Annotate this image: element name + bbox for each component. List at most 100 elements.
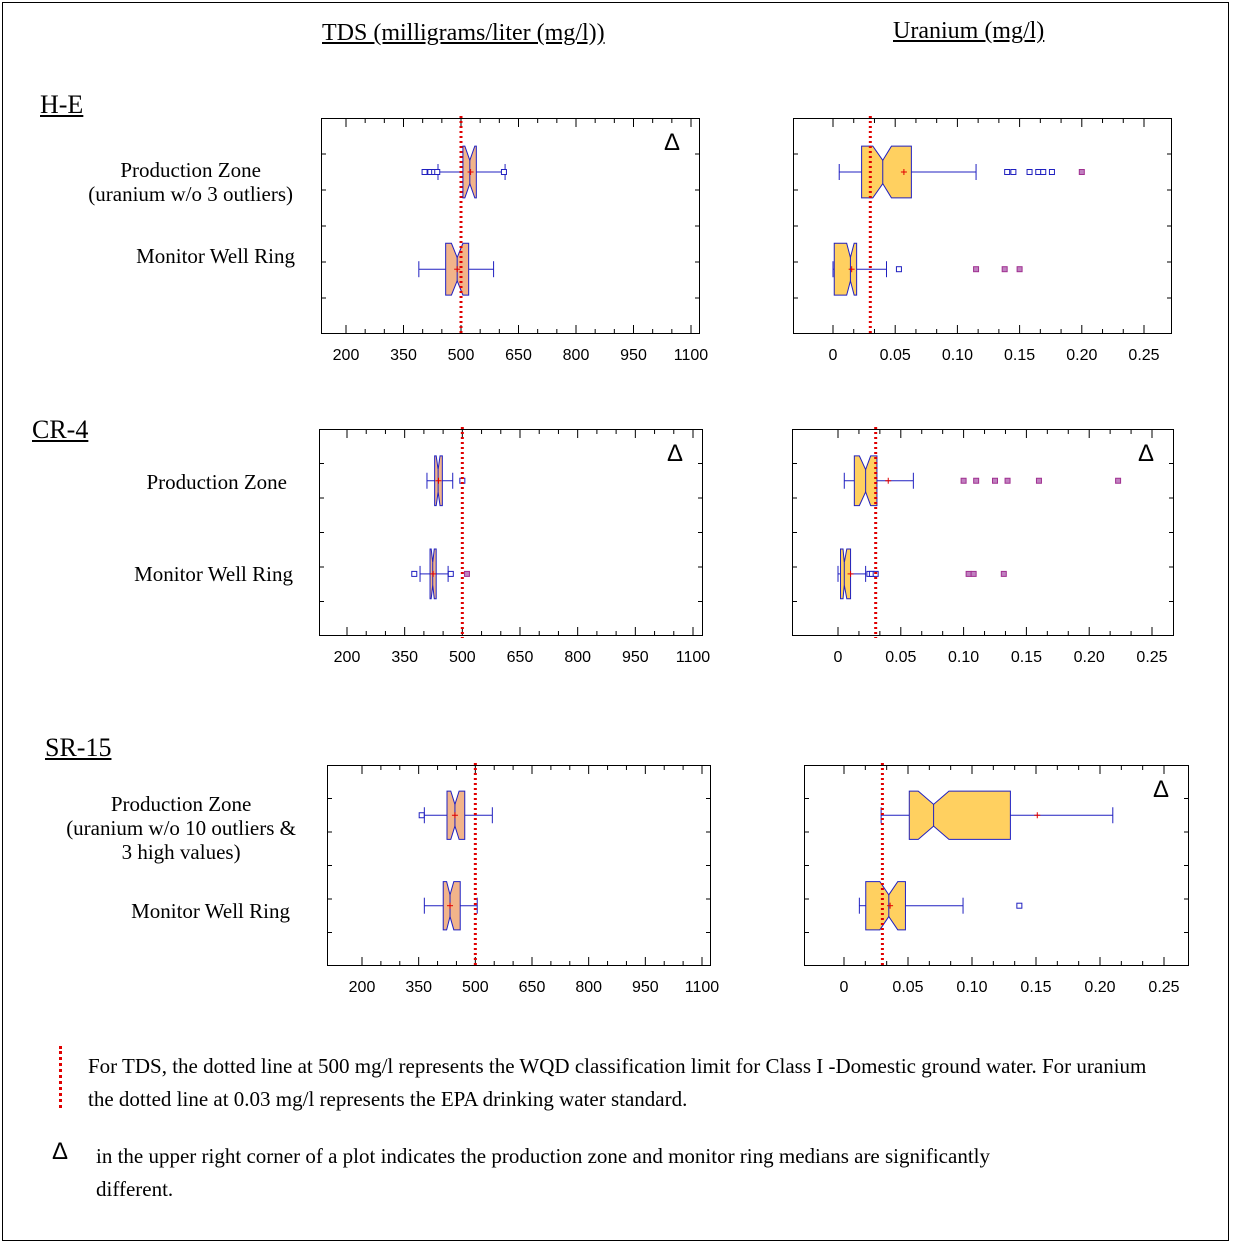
x-tick-label: 0.05 (885, 649, 916, 666)
plot-frame (327, 765, 711, 966)
he-monitor-well-label: Monitor Well Ring (136, 244, 295, 268)
x-tick-label: 0.05 (880, 347, 911, 364)
x-tick-label: 200 (334, 649, 361, 666)
x-tick-label: 0.15 (1011, 649, 1042, 666)
far-outlier-point (1115, 477, 1122, 484)
he-tds-boxplot: 200 350 500 650 800 950 1100 Δ (321, 116, 708, 364)
x-tick-label: 0.25 (1148, 979, 1179, 996)
notched-box (865, 881, 906, 931)
x-tick-label: 0.10 (956, 979, 987, 996)
cr4-uranium-boxplot: 0 0.05 0.10 0.15 0.20 0.25 Δ (792, 427, 1174, 666)
outlier-point (411, 570, 418, 577)
far-outlier-point (992, 477, 998, 484)
x-tick-label: 500 (448, 347, 475, 364)
x-tick-label: 950 (620, 347, 647, 364)
sr15-uranium-boxplot: 0 0.05 0.10 0.15 0.20 0.25 Δ (804, 763, 1189, 996)
outlier-point (1048, 169, 1055, 175)
he-prod-text: Production Zone (uranium w/o 3 outliers) (88, 158, 293, 207)
far-outlier-point (965, 570, 972, 577)
far-outlier-point (973, 477, 980, 484)
cr4-monitor-well-label: Monitor Well Ring (134, 562, 293, 586)
x-tick-label: 500 (462, 979, 489, 996)
x-tick-label: 0.10 (948, 649, 979, 666)
x-tick-label: 0.20 (1084, 979, 1115, 996)
far-outlier-point (973, 266, 980, 273)
x-tick-label: 350 (405, 979, 432, 996)
outlier-point (1016, 902, 1023, 909)
x-tick-label: 0.25 (1136, 649, 1167, 666)
far-outlier-point (1035, 477, 1042, 484)
x-tick-label: 0.10 (942, 347, 973, 364)
x-tick-label: 800 (563, 347, 590, 364)
plot-frame (793, 118, 1172, 334)
x-tick-label: 0.05 (892, 979, 923, 996)
outlier-point (1026, 169, 1033, 175)
outlier-point (1035, 169, 1042, 175)
site-label-cr4: CR-4 (32, 415, 89, 444)
x-tick-label: 1100 (676, 649, 711, 666)
notched-box (840, 548, 852, 600)
significance-delta: Δ (1138, 440, 1154, 467)
site-label-he: H-E (40, 90, 84, 119)
significance-delta: Δ (1153, 776, 1169, 803)
x-tick-label: 0 (834, 649, 843, 666)
sr15-monitor-well-label: Monitor Well Ring (131, 899, 290, 923)
outlier-point (1004, 169, 1011, 175)
x-tick-label: 200 (349, 979, 376, 996)
uranium-column-header: Uranium (mg/l) (893, 18, 1045, 44)
x-tick-label: 1100 (674, 347, 709, 364)
far-outlier-point (1016, 266, 1023, 273)
far-outlier-point (1078, 169, 1085, 175)
far-outlier-point (970, 570, 977, 577)
outlier-point (500, 169, 507, 175)
x-tick-label: 0.15 (1020, 979, 1051, 996)
x-tick-label: 0 (829, 347, 838, 364)
notched-box (833, 242, 858, 296)
outlier-point (1040, 169, 1047, 175)
legend-dotted-line-sample (59, 1046, 62, 1108)
he-uranium-boxplot: 0 0.05 0.10 0.15 0.20 0.25 (793, 116, 1172, 364)
x-tick-label: 350 (390, 347, 417, 364)
cr4-tds-boxplot: 200 350 500 650 800 950 1100 Δ (319, 427, 710, 666)
outlier-point (447, 570, 454, 577)
x-tick-label: 0.15 (1004, 347, 1035, 364)
sr15-production-zone-label: Production Zone (uranium w/o 10 outliers… (66, 792, 296, 864)
outlier-point (421, 169, 428, 175)
plot-frame (792, 429, 1174, 636)
x-tick-label: 800 (575, 979, 602, 996)
outlier-point (1010, 169, 1017, 175)
far-outlier-point (1004, 477, 1011, 484)
x-tick-label: 650 (519, 979, 546, 996)
x-tick-label: 950 (622, 649, 649, 666)
tds-column-header: TDS (milligrams/liter (mg/l)) (322, 20, 605, 46)
significance-delta: Δ (664, 129, 680, 156)
x-tick-label: 650 (505, 347, 532, 364)
x-tick-label: 0.20 (1066, 347, 1097, 364)
x-tick-label: 500 (449, 649, 476, 666)
x-tick-label: 1100 (685, 979, 720, 996)
he-production-zone-label: Production Zone (uranium w/o 3 outliers) (88, 158, 293, 206)
legend-delta-symbol: Δ (52, 1138, 69, 1165)
outlier-point (418, 812, 425, 819)
x-tick-label: 650 (507, 649, 534, 666)
legend-dotted-line-text: For TDS, the dotted line at 500 mg/l rep… (88, 1054, 1147, 1111)
far-outlier-point (960, 477, 967, 484)
outlier-point (895, 266, 902, 273)
x-tick-label: 200 (333, 347, 360, 364)
sr15-tds-boxplot: 200 350 500 650 800 950 1100 (327, 763, 719, 996)
x-tick-label: 0.20 (1074, 649, 1105, 666)
cr4-production-zone-label: Production Zone (146, 470, 287, 494)
site-label-sr15: SR-15 (45, 733, 112, 762)
x-tick-label: 0 (840, 979, 849, 996)
significance-delta: Δ (667, 440, 683, 467)
far-outlier-point (1000, 570, 1007, 577)
x-tick-label: 800 (564, 649, 591, 666)
plot-frame (321, 118, 700, 334)
x-tick-label: 0.25 (1128, 347, 1159, 364)
outlier-point (434, 169, 441, 175)
legend-delta-text: in the upper right corner of a plot indi… (96, 1144, 990, 1201)
far-outlier-point (1001, 266, 1008, 273)
notched-box (908, 790, 1011, 840)
x-tick-label: 350 (391, 649, 418, 666)
